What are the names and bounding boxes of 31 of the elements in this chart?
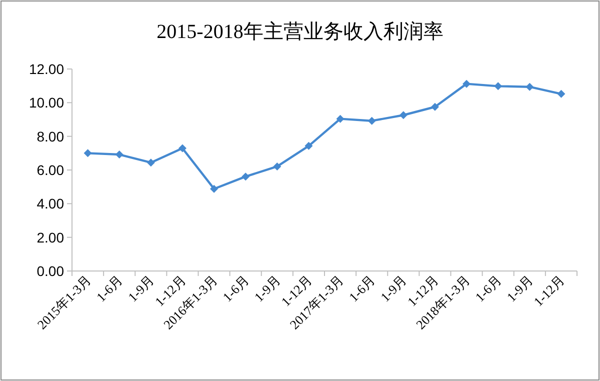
point <box>336 114 344 123</box>
y-tick-label: 8.00 <box>36 128 64 144</box>
y-tick-label: 12.00 <box>28 61 64 77</box>
x-tick-label: 1-6月 <box>472 272 504 305</box>
y-tick-label: 4.00 <box>36 196 64 212</box>
point <box>526 82 534 91</box>
y-tick-label: 0.00 <box>36 263 64 279</box>
point <box>494 82 502 90</box>
point <box>242 172 250 181</box>
point <box>210 184 218 193</box>
point <box>399 111 408 120</box>
x-tick-label: 1-6月 <box>346 272 378 305</box>
point <box>115 150 124 159</box>
x-tick-label: 1-9月 <box>251 272 284 305</box>
point <box>462 80 471 88</box>
y-tick-label: 10.00 <box>28 94 64 111</box>
point <box>146 158 155 167</box>
chart-title: 2015-2018年主营业务收入利润率 <box>156 20 444 43</box>
point <box>430 102 439 111</box>
x-tick-label: 1-9月 <box>124 272 158 305</box>
point <box>368 116 376 125</box>
point <box>273 162 282 170</box>
point <box>557 90 566 98</box>
x-tick-label: 1-6月 <box>93 272 126 305</box>
point <box>304 142 313 150</box>
point <box>84 149 92 158</box>
y-tick-label: 6.00 <box>36 162 64 178</box>
point <box>178 144 186 152</box>
y-tick-label: 2.00 <box>36 229 64 246</box>
x-tick-label: 1-6月 <box>220 272 252 305</box>
x-tick-label: 1-9月 <box>377 272 410 305</box>
